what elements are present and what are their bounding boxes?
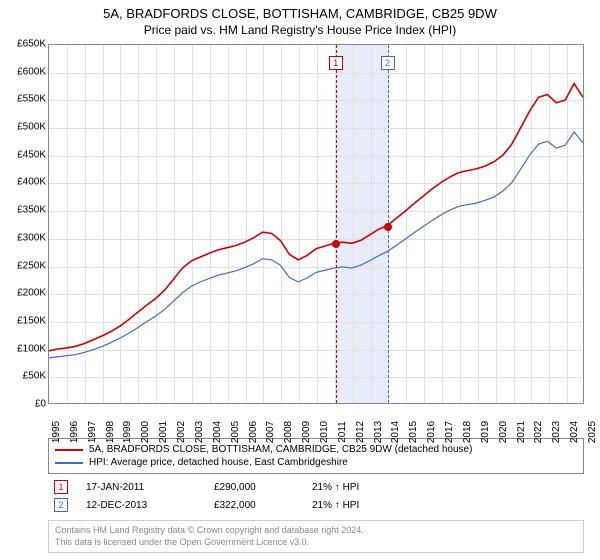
transaction-hpi-delta: 21% ↑ HPI: [312, 482, 422, 493]
series-line-hpi: [49, 132, 583, 358]
y-axis-label: £300K: [6, 232, 46, 243]
x-axis-label: 2024: [569, 421, 580, 443]
x-axis-label: 2003: [194, 421, 205, 443]
marker-box: 2: [381, 56, 395, 70]
data-point-marker: [384, 223, 392, 231]
y-axis-label: £0: [6, 399, 46, 410]
data-point-marker: [332, 240, 340, 248]
y-axis-label: £150K: [6, 315, 46, 326]
x-axis-label: 1996: [69, 421, 80, 443]
table-row: 1 17-JAN-2011 £290,000 21% ↑ HPI: [48, 478, 584, 496]
x-axis-label: 2004: [212, 421, 223, 443]
legend-label: HPI: Average price, detached house, East…: [89, 457, 348, 468]
y-axis-label: £400K: [6, 177, 46, 188]
y-axis-label: £200K: [6, 288, 46, 299]
x-axis-label: 2008: [283, 421, 294, 443]
y-axis-label: £450K: [6, 149, 46, 160]
x-axis-label: 2013: [373, 421, 384, 443]
y-axis-label: £650K: [6, 39, 46, 50]
y-axis-label: £350K: [6, 205, 46, 216]
x-axis-label: 2020: [498, 421, 509, 443]
legend: 5A, BRADFORDS CLOSE, BOTTISHAM, CAMBRIDG…: [48, 438, 584, 474]
x-axis-label: 2005: [230, 421, 241, 443]
transaction-price: £322,000: [214, 500, 294, 511]
x-axis-label: 2015: [408, 421, 419, 443]
legend-label: 5A, BRADFORDS CLOSE, BOTTISHAM, CAMBRIDG…: [89, 444, 472, 455]
footer-line: Contains HM Land Registry data © Crown c…: [55, 525, 577, 537]
table-row: 2 12-DEC-2013 £322,000 21% ↑ HPI: [48, 496, 584, 514]
y-axis-label: £600K: [6, 66, 46, 77]
transaction-price: £290,000: [214, 482, 294, 493]
transaction-date: 12-DEC-2013: [86, 500, 196, 511]
x-axis-label: 2017: [444, 421, 455, 443]
x-axis-label: 2018: [462, 421, 473, 443]
x-axis-label: 2002: [176, 421, 187, 443]
transactions-table: 1 17-JAN-2011 £290,000 21% ↑ HPI 2 12-DE…: [48, 478, 584, 514]
y-axis-label: £250K: [6, 260, 46, 271]
y-axis-label: £550K: [6, 94, 46, 105]
x-axis-label: 2016: [426, 421, 437, 443]
chart-title: 5A, BRADFORDS CLOSE, BOTTISHAM, CAMBRIDG…: [0, 6, 600, 21]
x-axis-label: 1998: [105, 421, 116, 443]
legend-item: 5A, BRADFORDS CLOSE, BOTTISHAM, CAMBRIDG…: [55, 443, 577, 456]
marker-dash: [336, 45, 337, 403]
legend-swatch: [55, 449, 83, 451]
x-axis-label: 2022: [533, 421, 544, 443]
x-axis-label: 2000: [140, 421, 151, 443]
x-axis-label: 2007: [265, 421, 276, 443]
marker-badge: 2: [54, 498, 68, 512]
x-axis-label: 1997: [87, 421, 98, 443]
x-axis-label: 2023: [551, 421, 562, 443]
x-axis-label: 2019: [480, 421, 491, 443]
chart-svg: [49, 45, 583, 403]
series-line-property: [49, 84, 583, 351]
transaction-date: 17-JAN-2011: [86, 482, 196, 493]
x-axis-label: 2001: [158, 421, 169, 443]
legend-swatch: [55, 462, 83, 464]
marker-badge: 1: [54, 480, 68, 494]
transaction-hpi-delta: 21% ↑ HPI: [312, 500, 422, 511]
y-axis-label: £100K: [6, 343, 46, 354]
footer-line: This data is licensed under the Open Gov…: [55, 537, 577, 549]
x-axis-label: 2011: [337, 421, 348, 443]
marker-box: 1: [329, 56, 343, 70]
x-axis-label: 2021: [516, 421, 527, 443]
plot-area: 12: [48, 44, 584, 404]
y-axis-label: £50K: [6, 371, 46, 382]
x-axis-label: 2012: [355, 421, 366, 443]
x-axis-label: 1999: [122, 421, 133, 443]
x-axis-label: 2014: [390, 421, 401, 443]
legend-item: HPI: Average price, detached house, East…: [55, 456, 577, 469]
chart-subtitle: Price paid vs. HM Land Registry's House …: [0, 23, 600, 37]
footer-attribution: Contains HM Land Registry data © Crown c…: [48, 520, 584, 553]
x-axis-label: 1995: [51, 421, 62, 443]
chart-container: 5A, BRADFORDS CLOSE, BOTTISHAM, CAMBRIDG…: [0, 0, 600, 560]
y-axis-label: £500K: [6, 122, 46, 133]
x-axis-label: 2010: [319, 421, 330, 443]
x-axis-label: 2025: [587, 421, 598, 443]
x-axis-label: 2009: [301, 421, 312, 443]
title-block: 5A, BRADFORDS CLOSE, BOTTISHAM, CAMBRIDG…: [0, 0, 600, 37]
x-axis-label: 2006: [248, 421, 259, 443]
